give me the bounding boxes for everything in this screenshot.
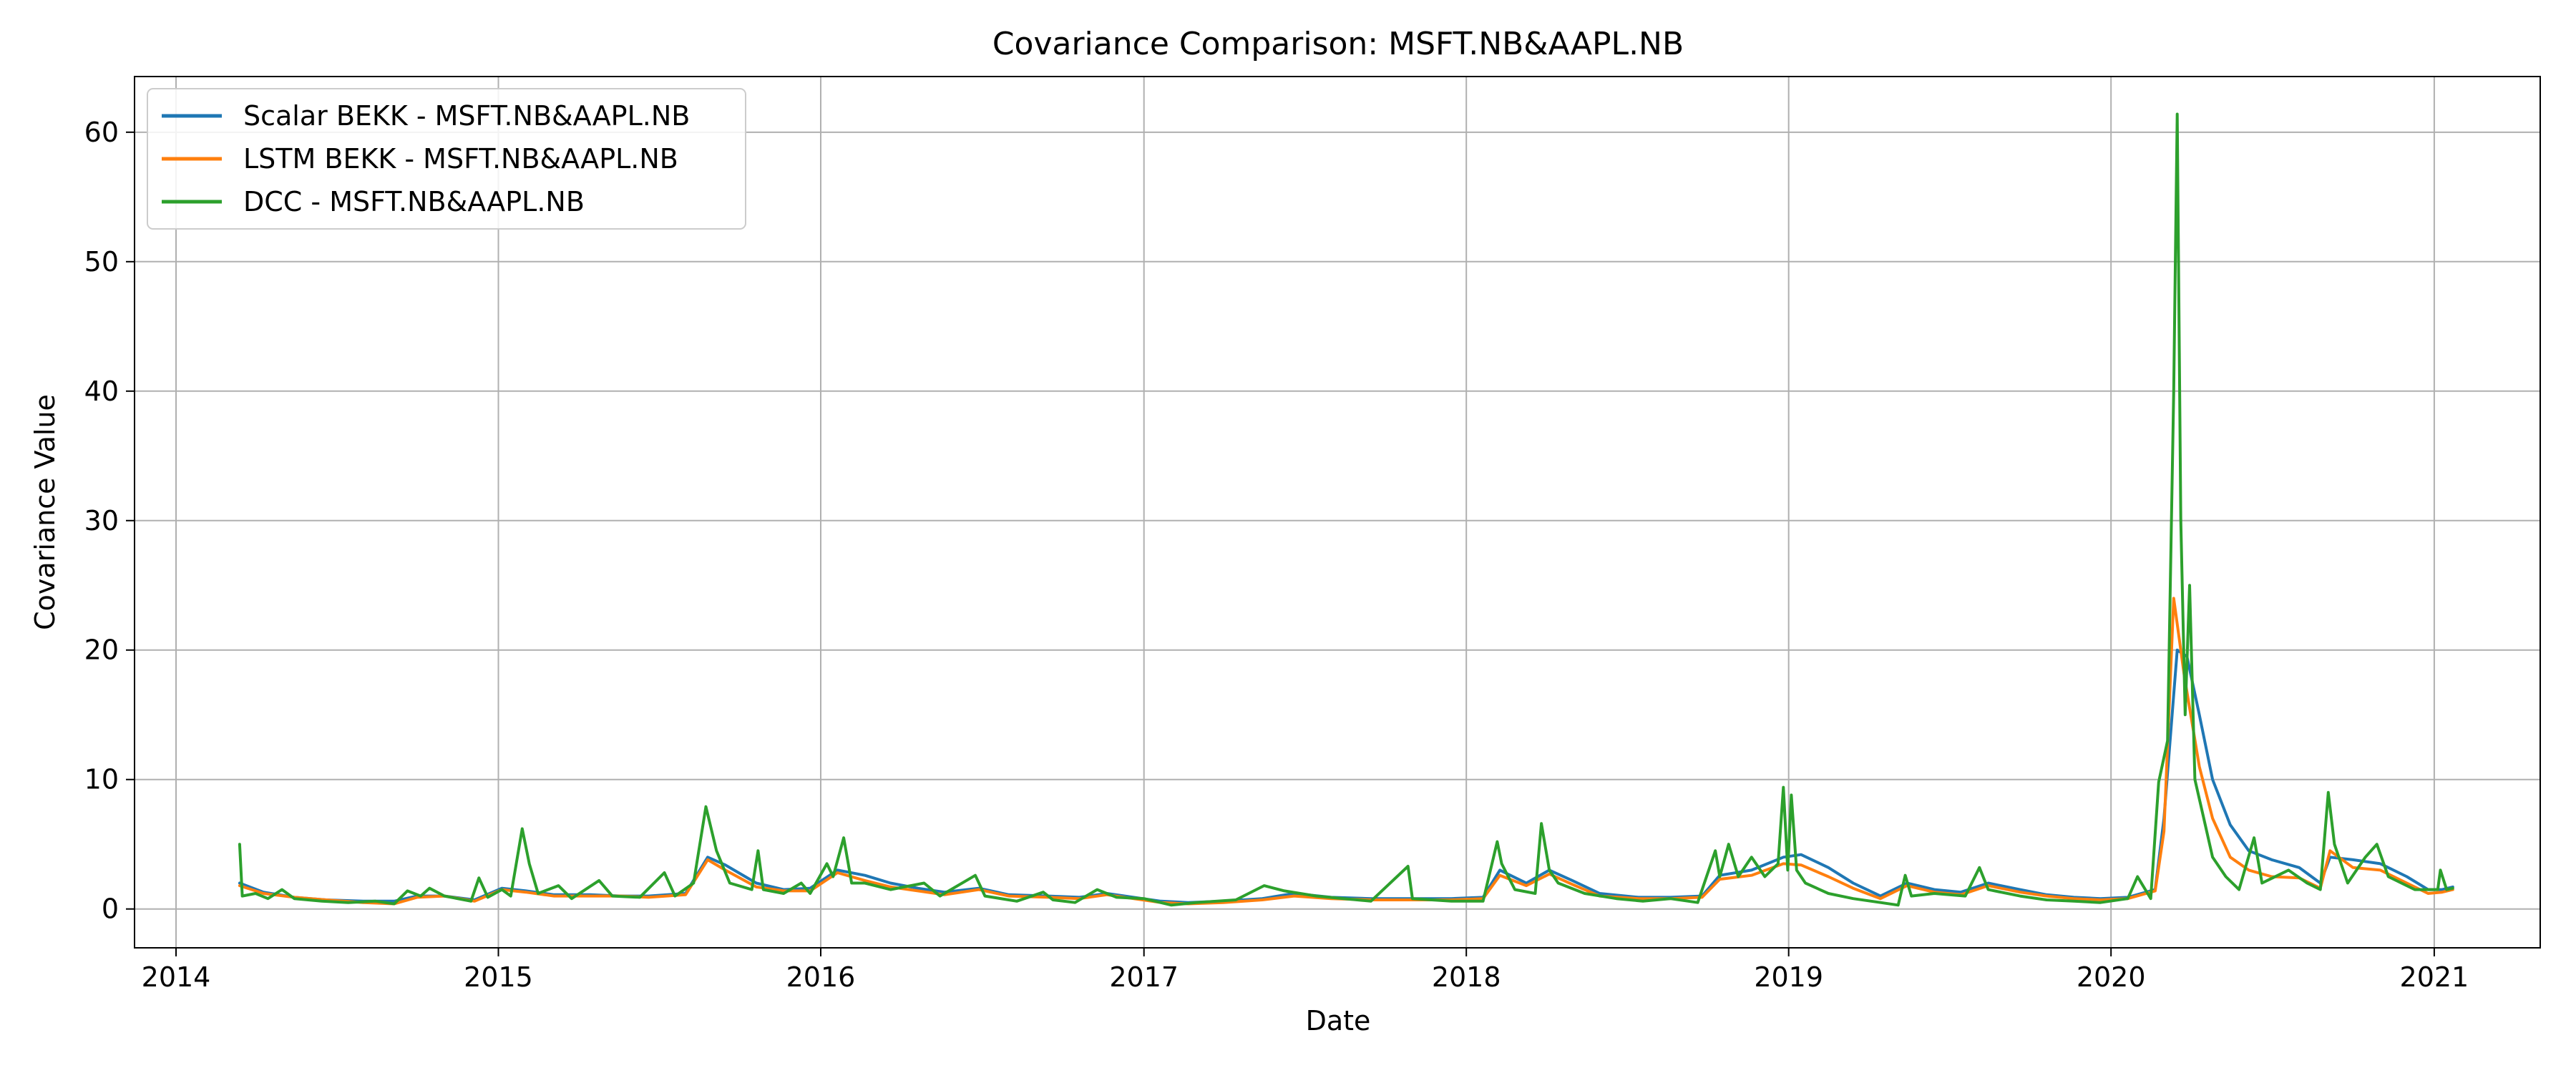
legend-label-2: DCC - MSFT.NB&AAPL.NB bbox=[243, 186, 585, 217]
y-tick-label: 40 bbox=[84, 376, 119, 407]
y-tick-label: 60 bbox=[84, 117, 119, 148]
x-tick-label: 2020 bbox=[2077, 961, 2146, 993]
x-tick-label: 2014 bbox=[142, 961, 211, 993]
y-tick-label: 30 bbox=[84, 505, 119, 536]
y-axis-label: Covariance Value bbox=[29, 394, 61, 630]
y-tick-label: 10 bbox=[84, 764, 119, 795]
y-tick-label: 0 bbox=[102, 893, 119, 925]
legend: Scalar BEKK - MSFT.NB&AAPL.NB LSTM BEKK -… bbox=[147, 88, 746, 230]
plot-frame bbox=[134, 76, 2541, 949]
legend-label-1: LSTM BEKK - MSFT.NB&AAPL.NB bbox=[243, 143, 678, 175]
x-tick-label: 2016 bbox=[786, 961, 856, 993]
legend-box bbox=[147, 88, 746, 230]
y-tick-label: 50 bbox=[84, 246, 119, 278]
x-tick-label: 2021 bbox=[2400, 961, 2469, 993]
series-line-2 bbox=[238, 112, 2454, 907]
y-tick-label: 20 bbox=[84, 635, 119, 666]
legend-label-0: Scalar BEKK - MSFT.NB&AAPL.NB bbox=[243, 100, 690, 132]
chart-title: Covariance Comparison: MSFT.NB&AAPL.NB bbox=[992, 26, 1684, 62]
x-tick-label: 2017 bbox=[1109, 961, 1179, 993]
x-axis-label: Date bbox=[1306, 1005, 1371, 1037]
x-tick-label: 2018 bbox=[1432, 961, 1501, 993]
axes: 2014 2015 2016 2017 2018 2019 2020 2021 0 10 20 30 4… bbox=[84, 117, 2469, 993]
grid bbox=[135, 77, 2540, 948]
x-tick-label: 2015 bbox=[464, 961, 533, 993]
x-tick-label: 2019 bbox=[1754, 961, 1823, 993]
series-lines bbox=[238, 112, 2454, 907]
